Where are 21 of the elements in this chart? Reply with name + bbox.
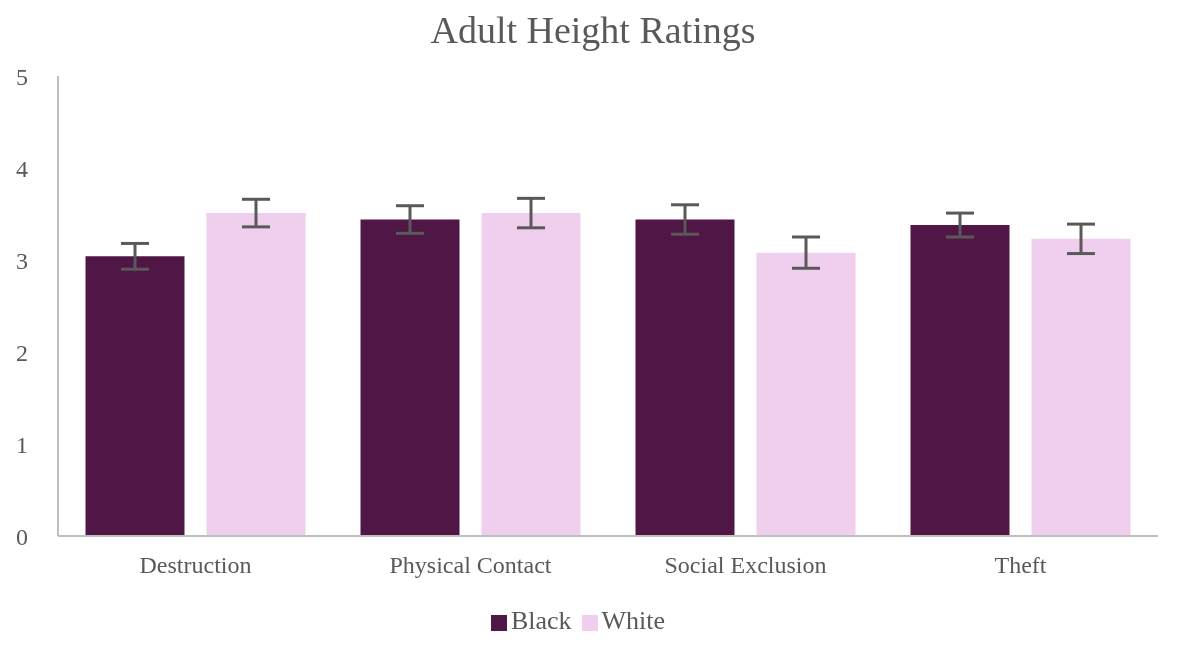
bar: [635, 219, 735, 536]
bar: [1031, 238, 1131, 536]
y-tick-label: 1: [16, 431, 28, 458]
bar: [756, 252, 856, 536]
bar: [910, 225, 1010, 536]
chart-title: Adult Height Ratings: [429, 8, 757, 52]
legend-label: Black: [510, 606, 572, 635]
x-tick-label: Social Exclusion: [664, 552, 827, 579]
bar: [206, 213, 306, 536]
y-tick-label: 4: [16, 155, 28, 182]
y-tick-label: 3: [16, 247, 28, 274]
x-tick-label: Destruction: [139, 552, 252, 579]
bar: [360, 219, 460, 536]
y-tick-label: 0: [16, 523, 28, 550]
legend-label: White: [601, 606, 666, 635]
y-tick-label: 2: [16, 339, 28, 366]
x-tick-label: Physical Contact: [389, 552, 552, 579]
bar: [481, 213, 581, 536]
y-tick-label: 5: [16, 63, 28, 90]
x-tick-label: Theft: [994, 552, 1047, 579]
bar: [85, 256, 185, 536]
